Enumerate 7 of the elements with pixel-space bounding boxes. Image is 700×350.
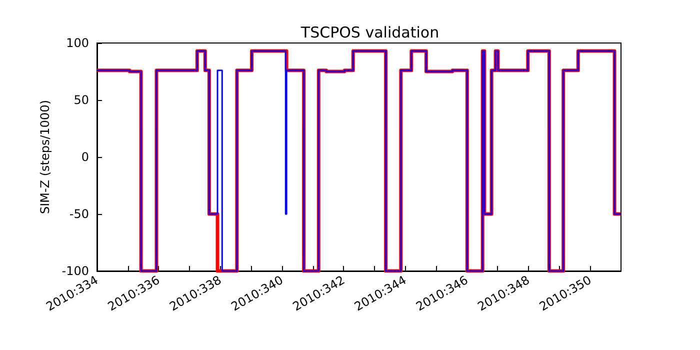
y-tick-label: 50 <box>74 93 89 107</box>
chart-title: TSCPOS validation <box>300 24 440 42</box>
y-axis-title: SIM-Z (steps/1000) <box>38 100 52 214</box>
y-tick-label: -50 <box>69 207 89 221</box>
y-tick-label: -100 <box>62 264 89 278</box>
y-tick-label: 100 <box>66 36 89 50</box>
y-tick-label: 0 <box>81 150 89 164</box>
